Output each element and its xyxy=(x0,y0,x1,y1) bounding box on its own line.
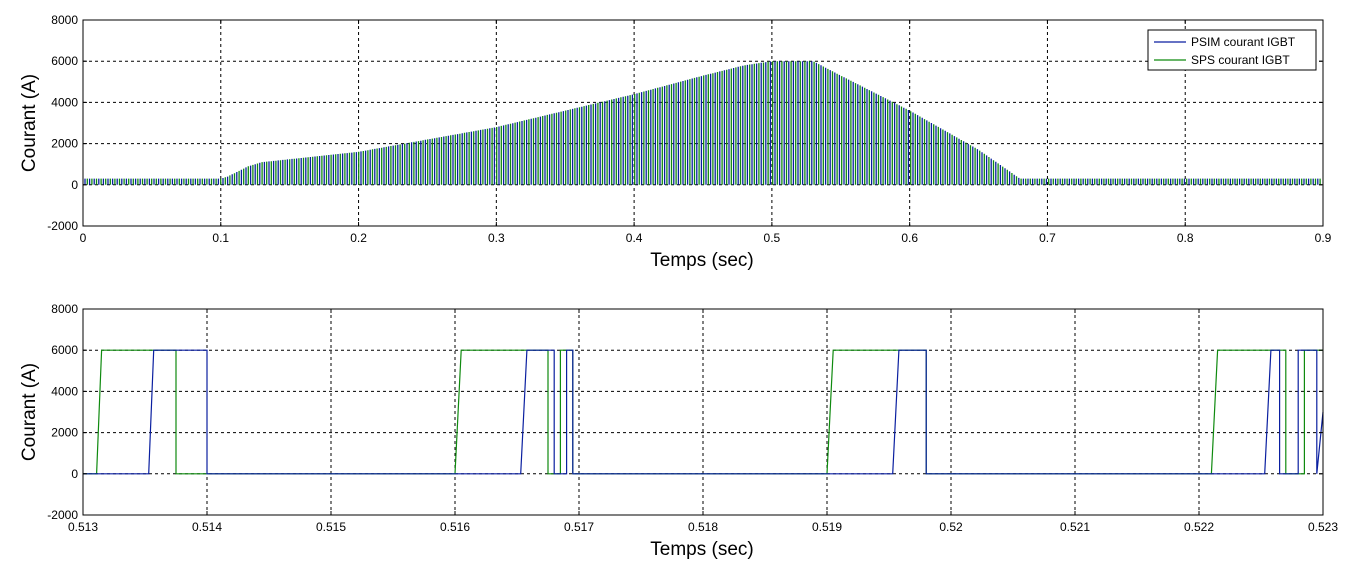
y-tick-label: 0 xyxy=(71,178,78,192)
x-tick-label: 0 xyxy=(80,231,87,245)
x-axis-label: Temps (sec) xyxy=(650,539,753,560)
y-tick-label: 0 xyxy=(71,467,78,481)
series-group xyxy=(83,349,1324,475)
axes-frame xyxy=(82,19,1324,227)
x-tick-label: 0.5 xyxy=(764,231,781,245)
y-tick-label: 2000 xyxy=(51,426,78,440)
y-axis-label: Courant (A) xyxy=(19,363,40,461)
x-axis-label: Temps (sec) xyxy=(650,250,753,271)
chart-2: 0.513 0.514 0.515 0.516 0.517 0.518 0.519 0.52 0… xyxy=(19,302,1338,560)
legend: PSIM courant IGBT SPS courant IGBT xyxy=(1147,29,1317,71)
x-tick-label: 0.513 xyxy=(68,520,98,534)
plot-area xyxy=(83,20,1323,226)
series-psim-line xyxy=(84,61,1319,185)
chart-1: 0 0.1 0.2 0.3 0.4 0.5 0.6 0.7 0.8 0.9-20000200040… xyxy=(19,13,1332,271)
y-tick-label: 6000 xyxy=(51,343,78,357)
x-tick-label: 0.519 xyxy=(812,520,842,534)
x-tick-label: 0.515 xyxy=(316,520,346,534)
x-tick-label: 0.8 xyxy=(1177,231,1194,245)
series-sps-line xyxy=(86,61,1321,185)
x-tick-label: 0.517 xyxy=(564,520,594,534)
legend-entry-label: PSIM courant IGBT xyxy=(1191,35,1296,49)
x-tick-label: 0.3 xyxy=(488,231,505,245)
y-tick-label: 6000 xyxy=(51,54,78,68)
y-tick-label: -2000 xyxy=(47,508,78,522)
y-tick-label: 2000 xyxy=(51,137,78,151)
series-group xyxy=(84,61,1321,185)
legend-entry-label: SPS courant IGBT xyxy=(1191,53,1290,67)
series-psim-line xyxy=(83,349,1324,475)
x-tick-label: 0.522 xyxy=(1184,520,1214,534)
x-tick-label: 0.6 xyxy=(901,231,918,245)
y-tick-label: 4000 xyxy=(51,95,78,109)
x-tick-label: 0.518 xyxy=(688,520,718,534)
x-tick-label: 0.7 xyxy=(1039,231,1056,245)
x-tick-label: 0.2 xyxy=(350,231,367,245)
y-tick-label: 8000 xyxy=(51,302,78,316)
x-tick-label: 0.1 xyxy=(212,231,229,245)
x-tick-label: 0.9 xyxy=(1315,231,1332,245)
x-tick-label: 0.521 xyxy=(1060,520,1090,534)
x-tick-label: 0.514 xyxy=(192,520,222,534)
x-tick-label: 0.523 xyxy=(1308,520,1338,534)
x-tick-label: 0.52 xyxy=(939,520,963,534)
x-tick-label: 0.4 xyxy=(626,231,643,245)
y-tick-label: 8000 xyxy=(51,13,78,27)
x-tick-label: 0.516 xyxy=(440,520,470,534)
y-axis-label: Courant (A) xyxy=(19,74,40,172)
y-tick-label: -2000 xyxy=(47,219,78,233)
legend-box xyxy=(1147,29,1317,71)
y-tick-label: 4000 xyxy=(51,384,78,398)
